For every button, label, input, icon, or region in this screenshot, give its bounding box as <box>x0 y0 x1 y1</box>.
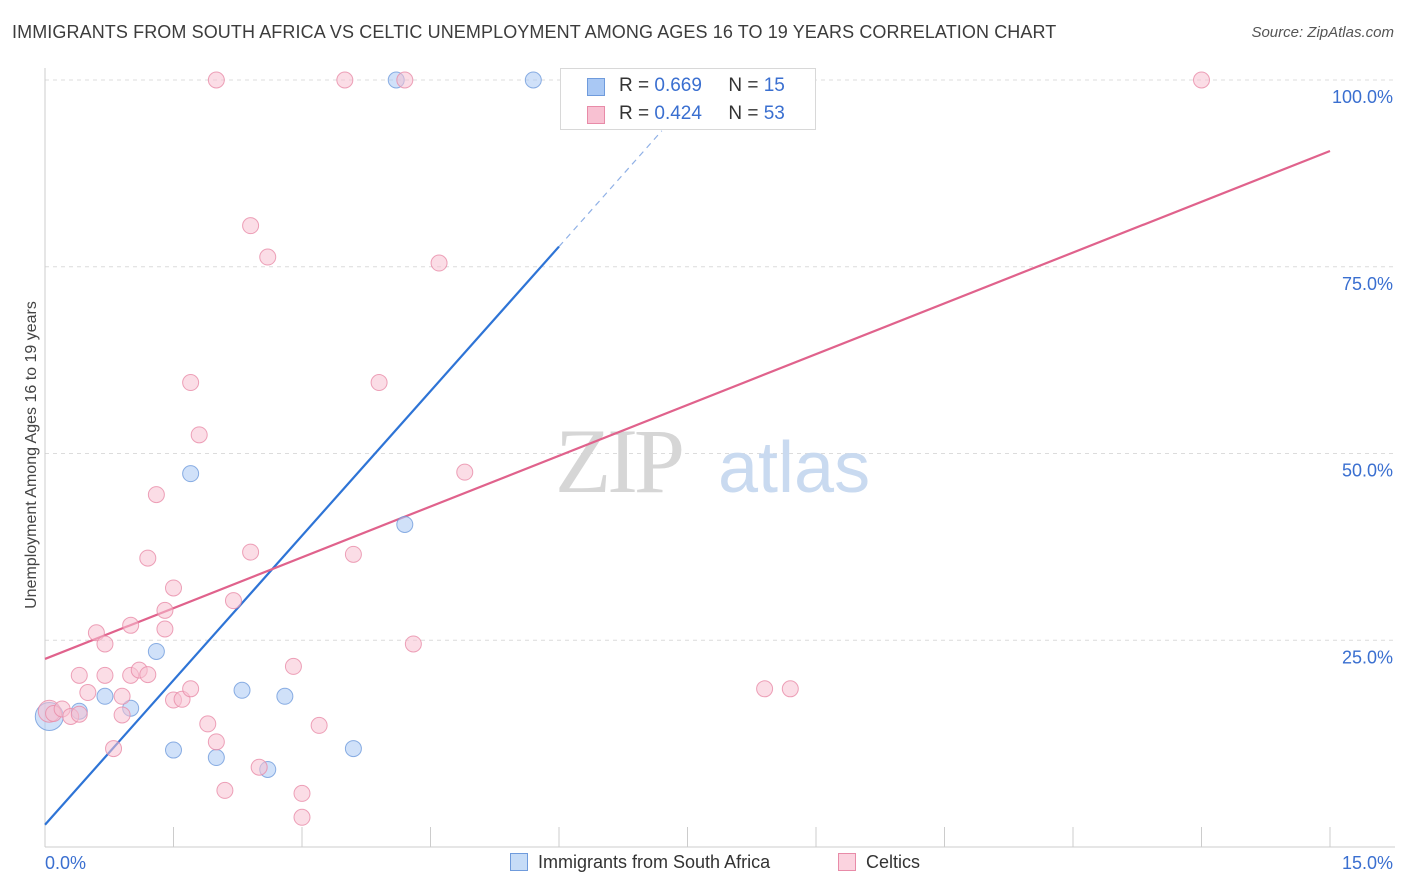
celtics-point <box>781 680 799 698</box>
south-africa-point <box>165 741 182 759</box>
south-africa-point <box>182 465 200 483</box>
celtics-point <box>182 374 200 392</box>
celtics-point <box>224 592 242 610</box>
stats-swatch-celtics <box>587 106 605 124</box>
y-tick-label: 50.0% <box>1342 461 1393 481</box>
celtics-point <box>370 374 388 392</box>
celtics-point <box>430 254 448 272</box>
celtics-point <box>293 784 311 802</box>
r-label: R = <box>619 75 650 96</box>
celtics-point <box>293 808 311 826</box>
south-africa-trend-line <box>44 245 560 826</box>
celtics-point <box>96 635 114 653</box>
r-label: R = <box>619 103 650 124</box>
celtics-point <box>404 635 422 653</box>
celtics-trend-line <box>44 149 1331 660</box>
r-value: 0.424 <box>654 103 702 124</box>
n-value: 15 <box>763 75 785 96</box>
legend-item-celtics[interactable]: Celtics <box>838 852 920 873</box>
celtics-point <box>139 666 157 684</box>
south-africa-point <box>396 515 414 533</box>
celtics-point <box>250 758 268 776</box>
y-axis-label: Unemployment Among Ages 16 to 19 years <box>23 301 40 609</box>
watermark: ZIP atlas <box>555 410 870 512</box>
celtics-point <box>156 601 174 619</box>
celtics-point <box>207 71 225 89</box>
data-points <box>34 71 1210 826</box>
celtics-point <box>344 545 362 563</box>
y-tick-label: 100.0% <box>1332 87 1393 107</box>
celtics-point <box>139 549 157 567</box>
celtics-point <box>165 579 182 597</box>
n-label: N = <box>728 75 759 96</box>
celtics-point <box>199 715 217 733</box>
x-tick-label: 15.0% <box>1342 853 1393 873</box>
south-africa-trend-extension <box>558 130 663 247</box>
stats-box: R = 0.669 N = 15 R = 0.424 N = 53 <box>560 68 816 130</box>
source-label: Source: ZipAtlas.com <box>1251 24 1394 41</box>
celtics-point <box>310 716 328 734</box>
legend-label: Celtics <box>866 852 921 872</box>
celtics-point <box>242 217 260 235</box>
south-africa-point <box>233 681 251 699</box>
celtics-point <box>756 680 774 698</box>
celtics-point <box>156 620 174 638</box>
legend-item-south-africa[interactable]: Immigrants from South Africa <box>510 852 770 873</box>
stats-swatch-south-africa <box>587 78 605 96</box>
celtics-point <box>70 705 88 723</box>
south-africa-point <box>276 687 294 705</box>
n-value: 53 <box>763 103 785 124</box>
celtics-point <box>1193 71 1210 89</box>
celtics-point <box>190 426 208 444</box>
celtics-point <box>96 666 114 684</box>
celtics-point <box>122 616 140 634</box>
celtics-point <box>456 463 474 481</box>
n-label: N = <box>728 103 759 124</box>
celtics-point <box>336 71 354 89</box>
south-africa-point <box>524 71 542 89</box>
celtics-point <box>87 624 105 642</box>
celtics-point <box>79 684 97 702</box>
legend-label: Immigrants from South Africa <box>538 852 771 872</box>
south-africa-point <box>344 740 362 758</box>
celtics-point <box>207 733 225 751</box>
r-value: 0.669 <box>654 75 702 96</box>
celtics-point <box>216 781 234 799</box>
celtics-point <box>113 687 131 705</box>
south-africa-point <box>96 687 114 705</box>
celtics-point <box>70 666 88 684</box>
celtics-point <box>113 706 131 724</box>
y-tick-label: 75.0% <box>1342 274 1393 294</box>
watermark-atlas: atlas <box>718 428 870 508</box>
x-tick-label: 0.0% <box>45 853 86 873</box>
legend-swatch-south-africa <box>510 853 528 871</box>
chart-title: IMMIGRANTS FROM SOUTH AFRICA VS CELTIC U… <box>12 22 1057 42</box>
legend-swatch-celtics <box>838 853 856 871</box>
celtics-point <box>242 543 260 561</box>
south-africa-point <box>147 642 165 660</box>
celtics-point <box>147 486 165 504</box>
celtics-point <box>182 680 200 698</box>
celtics-point <box>284 657 302 675</box>
south-africa-point <box>207 749 225 767</box>
watermark-zip: ZIP <box>555 410 682 512</box>
y-tick-label: 25.0% <box>1342 647 1393 667</box>
trend-lines <box>44 130 1331 826</box>
celtics-point <box>259 248 277 266</box>
celtics-point <box>105 740 123 758</box>
celtics-point <box>396 71 414 89</box>
tick-labels: 25.0% 50.0% 75.0% 100.0% 0.0% 15.0% <box>45 87 1393 873</box>
